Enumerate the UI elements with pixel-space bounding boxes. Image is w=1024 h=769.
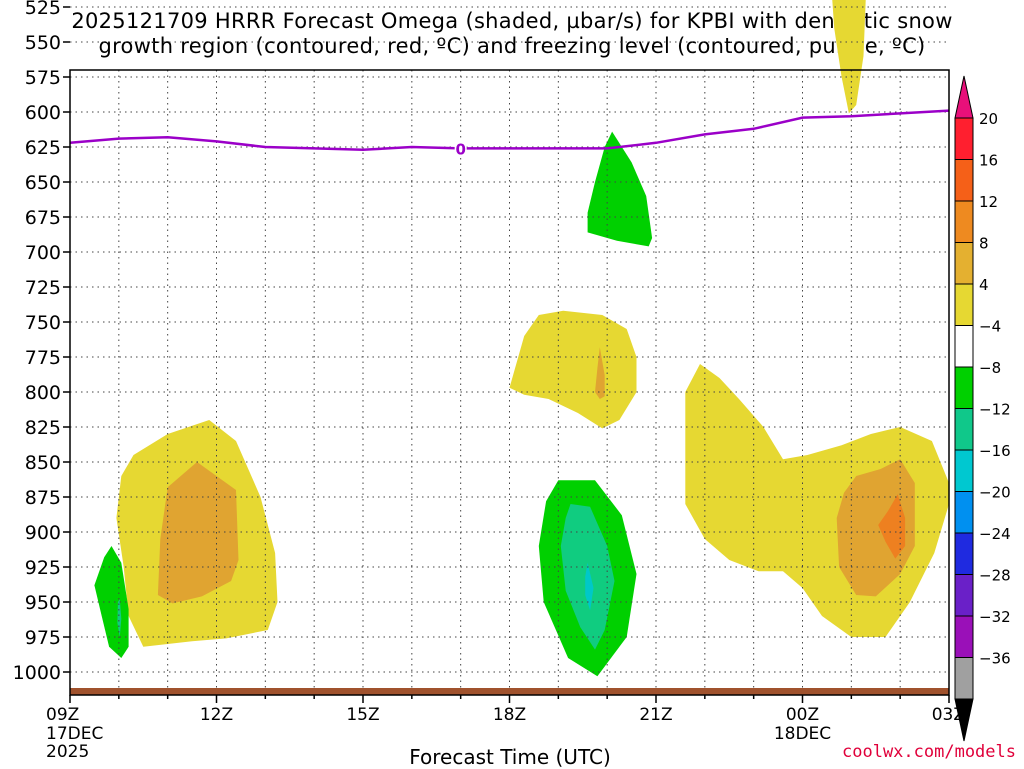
x-tick-label-18Z: 18Z <box>493 705 526 725</box>
x-tick-year-09Z: 2025 <box>46 742 89 762</box>
y-tick-label-900: 900 <box>25 522 61 544</box>
x-tick-label-21Z: 21Z <box>639 705 672 725</box>
omega-region-6 <box>878 494 906 559</box>
freezing-label-bg <box>454 139 467 158</box>
y-tick-label-825: 825 <box>25 417 61 439</box>
colorbar-label-3: 8 <box>979 235 989 253</box>
x-tick-label-09Z: 09Z <box>46 705 79 725</box>
x-tick-label-03Z: 03Z <box>932 705 965 725</box>
colorbar-label-1: 16 <box>979 152 998 170</box>
omega-region-3 <box>595 347 605 399</box>
colorbar-top-arrow <box>954 75 974 119</box>
colorbar-swatch-11 <box>954 574 974 617</box>
colorbar-swatch-2 <box>954 200 974 243</box>
x-tick-label-00Z: 00Z <box>786 705 819 725</box>
x-axis-label: Forecast Time (UTC) <box>409 745 611 769</box>
y-tick-label-875: 875 <box>25 487 61 509</box>
y-tick-label-600: 600 <box>25 102 61 124</box>
colorbar-swatch-12 <box>954 615 974 658</box>
colorbar-swatch-8 <box>954 449 974 492</box>
y-tick-label-950: 950 <box>25 592 61 614</box>
colorbar-swatch-3 <box>954 242 974 285</box>
colorbar-swatch-7 <box>954 408 974 451</box>
omega-region-2 <box>509 310 637 429</box>
colorbar-label-4: 4 <box>979 276 989 294</box>
colorbar-label-9: −20 <box>979 484 1011 502</box>
y-tick-label-975: 975 <box>25 627 61 649</box>
omega-region-10 <box>117 599 122 637</box>
freezing-level-label: 0 <box>455 140 465 158</box>
y-tick-label-725: 725 <box>25 277 61 299</box>
colorbar-swatch-9 <box>954 491 974 534</box>
omega-shaded-regions <box>94 0 949 677</box>
y-axis: 525 550 575 600 625 650 675 700 725 750 775 800 825 8… <box>13 0 70 684</box>
y-tick-label-925: 925 <box>25 557 61 579</box>
colorbar-swatch-4 <box>954 283 974 326</box>
colorbar-swatch-13 <box>954 657 974 700</box>
y-tick-label-550: 550 <box>25 32 61 54</box>
colorbar-label-8: −16 <box>979 442 1011 460</box>
credit-text: coolwx.com/models <box>842 742 1016 762</box>
colorbar-swatch-0 <box>954 117 974 160</box>
y-tick-label-800: 800 <box>25 382 61 404</box>
omega-region-0 <box>832 0 866 114</box>
chart-title-line1: 2025121709 HRRR Forecast Omega (shaded, … <box>71 9 953 33</box>
y-tick-label-775: 775 <box>25 347 61 369</box>
colorbar-label-11: −28 <box>979 567 1011 585</box>
colorbar-swatch-5 <box>954 325 974 368</box>
x-tick-label-12Z: 12Z <box>200 705 233 725</box>
colorbar: 20 16 12 8 4 −4 −8 −12 −16 −20 −24 −28 −32 −36 <box>954 75 1011 742</box>
y-tick-label-650: 650 <box>25 172 61 194</box>
freezing-level-line <box>69 109 950 152</box>
x-tick-label-15Z: 15Z <box>346 705 379 725</box>
colorbar-label-7: −12 <box>979 401 1011 419</box>
y-tick-label-1000: 1000 <box>13 662 61 684</box>
colorbar-label-10: −24 <box>979 525 1011 543</box>
colorbar-label-0: 20 <box>979 110 998 128</box>
x-tick-date-00Z: 18DEC <box>774 724 831 744</box>
y-tick-label-625: 625 <box>25 137 61 159</box>
colorbar-swatch-1 <box>954 159 974 202</box>
omega-region-5 <box>836 459 915 597</box>
colorbar-bottom-arrow <box>954 698 974 742</box>
surface-bar <box>70 688 949 695</box>
y-tick-label-675: 675 <box>25 207 61 229</box>
surface-band <box>70 688 949 695</box>
omega-region-13 <box>585 562 594 611</box>
y-tick-label-700: 700 <box>25 242 61 264</box>
colorbar-swatch-6 <box>954 366 974 409</box>
x-tick-date-09Z: 17DEC <box>46 724 103 744</box>
colorbar-label-2: 12 <box>979 193 998 211</box>
y-tick-label-525: 525 <box>25 0 61 19</box>
colorbar-label-6: −8 <box>979 359 1001 377</box>
colorbar-swatch-10 <box>954 532 974 575</box>
y-tick-label-750: 750 <box>25 312 61 334</box>
omega-region-1 <box>587 131 653 247</box>
omega-region-8 <box>157 462 239 604</box>
chart-title-line2: growth region (contoured, red, ºC) and f… <box>98 34 926 58</box>
colorbar-label-5: −4 <box>979 318 1001 336</box>
freezing-level: 0 <box>69 109 950 158</box>
colorbar-label-13: −36 <box>979 650 1011 668</box>
dotted-grid <box>70 6 949 695</box>
colorbar-label-12: −32 <box>979 608 1011 626</box>
y-tick-label-850: 850 <box>25 452 61 474</box>
y-tick-label-575: 575 <box>25 67 61 89</box>
